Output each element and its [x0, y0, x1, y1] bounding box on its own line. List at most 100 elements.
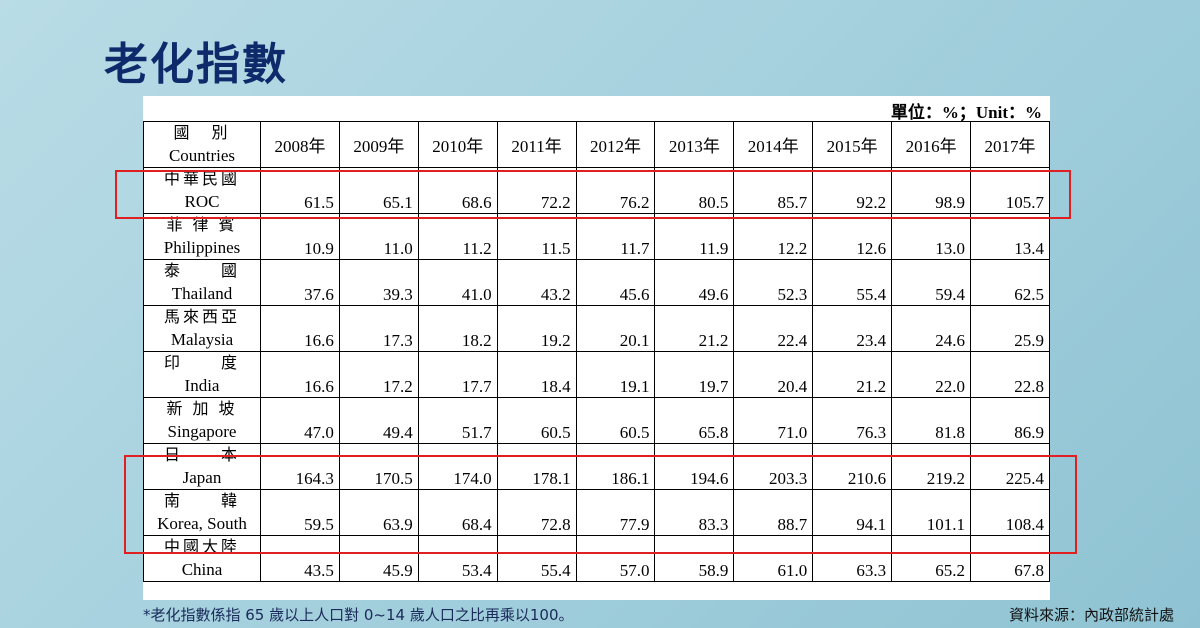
value-cell: 17.3: [338, 305, 419, 352]
value-cell: 12.6: [812, 213, 893, 260]
value-cell: 25.9: [970, 305, 1050, 352]
country-zh: 泰 國: [163, 262, 240, 280]
data-row: 南 韓 Korea, South 59.5 63.9 68.4 72.8 77.9 83.3 8…: [143, 489, 1050, 536]
country-zh: 國 別: [173, 124, 231, 142]
value-cell: 45.9: [338, 535, 419, 582]
data-row: 馬來西亞 Malaysia 16.6 17.3 18.2 19.2 20.1 21.2 22.4…: [143, 305, 1050, 352]
value-cell: 17.7: [417, 351, 498, 398]
unit-label: 單位：%；Unit：%: [890, 103, 1042, 122]
value-cell: 11.2: [417, 213, 498, 260]
value-cell: 22.4: [733, 305, 814, 352]
source: 資料來源：內政部統計處: [1008, 606, 1174, 624]
value-cell: 22.0: [891, 351, 972, 398]
data-table: 國 別 Countries 2008年 2009年 2010年 2011年 2012年 201…: [143, 121, 1050, 582]
value-cell: 59.5: [260, 489, 340, 536]
country-cell: 南 韓 Korea, South: [143, 489, 261, 536]
value-cell: 61.0: [733, 535, 814, 582]
highlight-box: [115, 170, 1071, 219]
country-zh: 印 度: [163, 354, 240, 372]
country-zh: 南 韓: [163, 492, 240, 510]
country-en: Malaysia: [170, 329, 234, 349]
year-header: 2013年: [654, 121, 735, 168]
country-en: Philippines: [163, 237, 241, 257]
value-cell: 18.2: [417, 305, 498, 352]
value-cell: 51.7: [417, 397, 498, 444]
value-cell: 72.8: [496, 489, 577, 536]
country-zh: 中國大陸: [163, 538, 240, 556]
data-row: 中國大陸 China 43.5 45.9 53.4 55.4 57.0 58.9 61.0 63.…: [143, 535, 1050, 582]
slide-title: 老化指數: [104, 39, 288, 90]
highlight-box: [124, 455, 1077, 554]
value-cell: 68.6: [417, 167, 498, 214]
country-cell: 印 度 India: [143, 351, 261, 398]
value-cell: 39.3: [338, 259, 419, 306]
value-cell: 59.4: [891, 259, 972, 306]
country-en: Singapore: [167, 421, 237, 441]
value-cell: 12.2: [733, 213, 814, 260]
value-cell: 76.2: [575, 167, 656, 214]
value-cell: 60.5: [575, 397, 656, 444]
country-en: ROC: [184, 191, 220, 211]
value-cell: 21.2: [654, 305, 735, 352]
country-zh: 中華民國: [163, 170, 240, 188]
year-header: 2008年: [260, 121, 340, 168]
value-cell: 77.9: [575, 489, 656, 536]
value-cell: 86.9: [970, 397, 1050, 444]
data-row: 泰 國 Thailand 37.6 39.3 41.0 43.2 45.6 49.6 52.3 5…: [143, 259, 1050, 306]
country-en: Countries: [168, 145, 236, 165]
value-cell: 65.1: [338, 167, 419, 214]
value-cell: 19.1: [575, 351, 656, 398]
value-cell: 52.3: [733, 259, 814, 306]
value-cell: 45.6: [575, 259, 656, 306]
value-cell: 16.6: [260, 351, 340, 398]
value-cell: 24.6: [891, 305, 972, 352]
value-cell: 37.6: [260, 259, 340, 306]
data-row: 印 度 India 16.6 17.2 17.7 18.4 19.1 19.7 20.4 21.2…: [143, 351, 1050, 398]
country-cell: 國 別 Countries: [143, 121, 261, 168]
year-header: 2012年: [575, 121, 656, 168]
country-zh: 新 加 坡: [166, 400, 238, 418]
value-cell: 81.8: [891, 397, 972, 444]
value-cell: 80.5: [654, 167, 735, 214]
country-en: Thailand: [171, 283, 233, 303]
value-cell: 41.0: [417, 259, 498, 306]
value-cell: 47.0: [260, 397, 340, 444]
value-cell: 11.5: [496, 213, 577, 260]
value-cell: 98.9: [891, 167, 972, 214]
value-cell: 88.7: [733, 489, 814, 536]
year-header: 2015年: [812, 121, 893, 168]
value-cell: 53.4: [417, 535, 498, 582]
value-cell: 20.1: [575, 305, 656, 352]
country-cell: 馬來西亞 Malaysia: [143, 305, 261, 352]
value-cell: 19.7: [654, 351, 735, 398]
value-cell: 55.4: [496, 535, 577, 582]
value-cell: 170.5: [338, 443, 419, 490]
country-cell: 菲 律 賓 Philippines: [143, 213, 261, 260]
value-cell: 55.4: [812, 259, 893, 306]
country-zh: 馬來西亞: [163, 308, 240, 326]
data-row: 菲 律 賓 Philippines 10.9 11.0 11.2 11.5 11.7 11.9…: [143, 213, 1050, 260]
year-header: 2016年: [891, 121, 972, 168]
country-en: Korea, South: [157, 513, 247, 533]
value-cell: 57.0: [575, 535, 656, 582]
data-row: 中華民國 ROC 61.5 65.1 68.6 72.2 76.2 80.5 85.7 92.2 9…: [143, 167, 1050, 214]
value-cell: 13.4: [970, 213, 1050, 260]
year-header: 2009年: [338, 121, 419, 168]
value-cell: 65.2: [891, 535, 972, 582]
value-cell: 194.6: [654, 443, 735, 490]
year-header: 2010年: [417, 121, 498, 168]
year-header: 2011年: [496, 121, 577, 168]
value-cell: 60.5: [496, 397, 577, 444]
value-cell: 43.2: [496, 259, 577, 306]
value-cell: 63.3: [812, 535, 893, 582]
value-cell: 174.0: [417, 443, 498, 490]
value-cell: 49.4: [338, 397, 419, 444]
value-cell: 11.9: [654, 213, 735, 260]
value-cell: 11.7: [575, 213, 656, 260]
value-cell: 61.5: [260, 167, 340, 214]
value-cell: 23.4: [812, 305, 893, 352]
value-cell: 18.4: [496, 351, 577, 398]
country-cell: 泰 國 Thailand: [143, 259, 261, 306]
value-cell: 21.2: [812, 351, 893, 398]
